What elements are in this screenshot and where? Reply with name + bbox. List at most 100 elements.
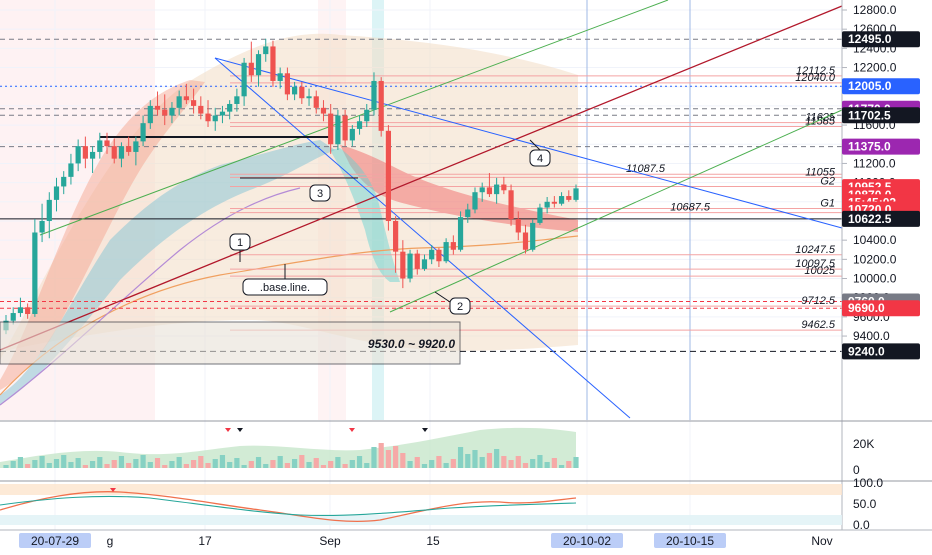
candle-body <box>429 249 435 260</box>
level-label: 9462.5 <box>801 319 836 331</box>
candle-body <box>154 105 161 110</box>
candle-body <box>313 96 319 108</box>
candle-body <box>501 184 507 191</box>
candle-body <box>479 187 485 193</box>
volume-bar <box>544 462 550 468</box>
volume-bar <box>364 463 370 468</box>
callout-3: 3 <box>317 188 323 200</box>
volume-bar <box>17 457 24 468</box>
osc-tick-label: 0.0 <box>853 518 870 532</box>
candle-body <box>436 249 442 262</box>
candle-body <box>205 113 211 122</box>
callout-1: 1 <box>237 237 243 249</box>
candle-body <box>566 196 572 200</box>
callout-4: 4 <box>537 153 543 165</box>
signal-marker <box>422 428 428 432</box>
candle-body <box>450 242 456 250</box>
volume-bar <box>421 464 428 468</box>
volume-bar <box>292 459 298 468</box>
price-tick-label: 10200.0 <box>853 252 897 266</box>
price-badge <box>842 210 920 227</box>
volume-bar <box>378 443 384 468</box>
osc-line-red <box>0 491 577 522</box>
candle-body <box>277 73 283 81</box>
price-badge-label: 10622.5 <box>848 212 892 226</box>
volume-bar <box>515 456 521 468</box>
candle-body <box>378 80 384 131</box>
candle-body <box>494 184 500 195</box>
price-badge-label: 12005.0 <box>848 79 892 93</box>
time-label-highlight <box>19 533 91 548</box>
candle-body <box>61 176 67 187</box>
candle-body <box>414 253 420 269</box>
volume-bar <box>118 456 125 468</box>
volume-bar <box>508 460 514 468</box>
candle-body <box>522 232 529 250</box>
candle-body <box>25 307 31 315</box>
candle-body <box>385 130 392 221</box>
volume-bar <box>53 459 60 468</box>
volume-bar <box>46 463 52 468</box>
red-ribbon <box>340 145 578 232</box>
volume-bar <box>10 461 16 468</box>
volume-bar <box>494 449 500 468</box>
candle-body <box>97 140 103 152</box>
volume-bar <box>140 455 146 468</box>
volume-bar <box>97 457 103 468</box>
price-tick-label: 12800.0 <box>853 3 897 17</box>
blue-down-line-2 <box>214 57 843 229</box>
volume-bar <box>400 453 406 468</box>
signal-marker <box>225 428 231 432</box>
candle-body <box>544 201 550 208</box>
candle-body <box>46 199 52 221</box>
green-channel-top <box>39 0 669 236</box>
candle-body <box>407 253 413 279</box>
volume-bar <box>429 460 435 468</box>
volume-bar <box>501 456 507 468</box>
candle-body <box>508 190 514 220</box>
teal-ribbon <box>330 148 400 282</box>
price-badge <box>842 300 920 317</box>
candle-body <box>306 96 312 99</box>
volume-bar <box>154 458 161 468</box>
level-label: 10687.5 <box>670 202 711 214</box>
candle-body <box>371 80 377 110</box>
time-label: 17 <box>198 534 212 548</box>
volume-pane: 20K 0 <box>0 427 874 477</box>
candle-body <box>39 220 45 233</box>
volume-bar <box>198 456 204 468</box>
price-tick-label: 9400.0 <box>853 329 890 343</box>
volume-bar <box>306 462 312 468</box>
candle-body <box>551 201 557 204</box>
volume-bar <box>68 462 74 468</box>
level-label: 10247.5 <box>795 244 836 256</box>
volume-bar <box>443 463 449 468</box>
signal-marker <box>349 428 355 432</box>
candle-body <box>176 96 182 108</box>
volume-bar <box>219 455 226 468</box>
candle-body <box>190 100 197 106</box>
candle-body <box>118 146 125 159</box>
volume-bar <box>32 460 38 468</box>
volume-bar <box>349 460 355 468</box>
baseline-label: .base.line. <box>260 282 310 294</box>
volume-bar <box>75 458 81 468</box>
time-label: 20-10-15 <box>666 534 714 548</box>
volume-bar <box>227 462 233 468</box>
level-label: 11087.5 <box>626 163 666 175</box>
volume-bar <box>270 460 276 468</box>
volume-bar <box>111 460 117 468</box>
price-badge-label: 12495.0 <box>848 32 892 46</box>
candle-body <box>17 307 24 314</box>
volume-bar <box>133 459 139 468</box>
candle-body <box>472 192 478 210</box>
volume-bar <box>263 464 269 468</box>
purple-curve <box>0 187 301 406</box>
volume-bar <box>457 447 464 468</box>
price-tick-label: 11200.0 <box>853 156 896 170</box>
candle-body <box>364 109 370 122</box>
candle-body <box>104 140 110 147</box>
candle-body <box>183 96 189 101</box>
